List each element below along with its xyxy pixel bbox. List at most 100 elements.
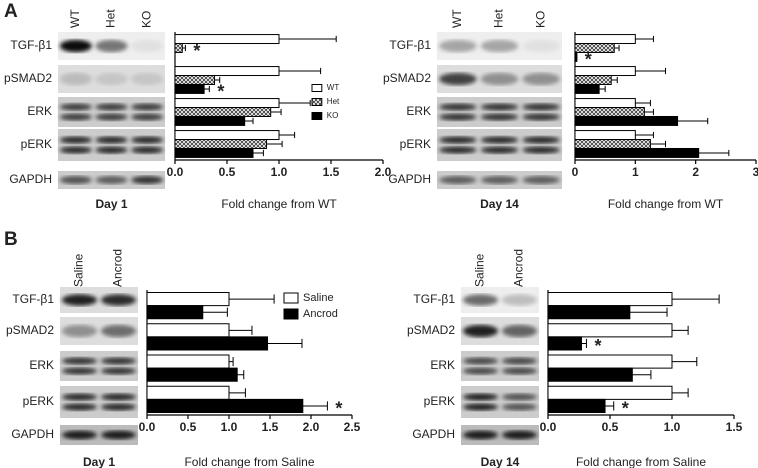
- blot-label: pSMAD2: [6, 323, 54, 337]
- error-bar: [270, 108, 282, 116]
- error-bar: [266, 140, 283, 148]
- blot-label: pERK: [424, 394, 455, 408]
- bar: [146, 305, 204, 320]
- blot: [461, 351, 539, 381]
- blot-band: [480, 72, 519, 86]
- blot-band: [439, 72, 477, 86]
- significance: *: [335, 399, 342, 419]
- blot-band: [59, 176, 92, 184]
- caption: Day 14: [481, 455, 520, 468]
- blot-band: [61, 324, 98, 338]
- blot-band: [439, 176, 477, 184]
- blot-label: GAPDH: [11, 427, 54, 441]
- blot-label: GAPDH: [412, 427, 455, 441]
- bar: [146, 367, 238, 382]
- bar: [547, 292, 673, 307]
- bar: [547, 398, 606, 413]
- blot-label: TGF-β1: [389, 38, 431, 52]
- error-bar: [635, 35, 654, 43]
- x-axis-label: Fold change from WT: [221, 197, 337, 211]
- blot-band: [462, 403, 499, 411]
- lane-label: Ancrod: [111, 249, 125, 287]
- bar: [547, 385, 673, 400]
- x-axis-label: Fold change from WT: [608, 197, 724, 211]
- x-axis-label: Fold change from Saline: [576, 455, 706, 468]
- blot-label: pSMAD2: [407, 323, 455, 337]
- blot-band: [480, 103, 519, 111]
- bar: [174, 98, 280, 109]
- bar: [174, 83, 205, 94]
- caption: Day 1: [83, 455, 115, 468]
- error-bar: [672, 388, 689, 398]
- x-tick-label: 0: [572, 165, 579, 179]
- blot-label: TGF-β1: [10, 38, 52, 52]
- x-tick-label: 2.0: [375, 165, 392, 179]
- error-bar: [204, 85, 210, 93]
- blot-band: [439, 103, 477, 111]
- blot-band: [100, 357, 137, 365]
- x-tick-label: 1: [632, 165, 639, 179]
- blot-band: [95, 113, 128, 121]
- lane-label: Saline: [72, 253, 86, 287]
- blot-band: [501, 367, 538, 375]
- blot-band: [462, 324, 499, 338]
- blot-band: [522, 39, 560, 53]
- error-bar: [629, 307, 668, 317]
- x-tick-label: 0.0: [540, 420, 557, 434]
- significance: *: [622, 399, 629, 419]
- error-bar: [229, 356, 234, 367]
- blot-band: [95, 39, 128, 53]
- x-tick-label: 2.5: [344, 420, 361, 434]
- legend-swatch: [283, 292, 299, 304]
- blot-band: [522, 136, 560, 144]
- bar: [174, 34, 280, 45]
- bar: [174, 66, 280, 77]
- blot-band: [59, 72, 92, 86]
- error-bar: [644, 108, 654, 116]
- blot: [60, 386, 138, 418]
- blot-band: [480, 39, 519, 53]
- blot-band: [131, 39, 164, 53]
- error-bar: [581, 338, 587, 349]
- error-bar: [698, 149, 730, 157]
- blot-band: [100, 403, 137, 411]
- blot-band: [462, 393, 499, 401]
- blot-band: [480, 136, 519, 144]
- error-bar: [253, 149, 264, 157]
- error-bar: [279, 99, 311, 107]
- blot-band: [95, 136, 128, 144]
- blot-band: [501, 294, 538, 306]
- x-tick-label: 3: [753, 165, 758, 179]
- bar: [574, 115, 679, 126]
- lane-label: Saline: [473, 253, 487, 287]
- legend-label: KO: [327, 111, 339, 120]
- blot-band: [100, 367, 137, 375]
- bar: [146, 336, 269, 351]
- error-bar: [229, 325, 253, 335]
- bar: [574, 139, 651, 149]
- blot-band: [61, 430, 98, 440]
- blot-band: [501, 403, 538, 411]
- significance: *: [217, 82, 224, 102]
- error-bar: [279, 35, 337, 43]
- error-bar: [672, 356, 698, 367]
- blot-band: [501, 357, 538, 365]
- legend-label: Het: [327, 97, 340, 106]
- blot: [461, 425, 539, 445]
- x-tick-label: 0.0: [139, 420, 156, 434]
- blot-label: pERK: [400, 137, 431, 151]
- error-bar: [632, 370, 652, 380]
- legend-label: Ancrod: [303, 308, 338, 320]
- x-tick-label: 0.5: [219, 165, 236, 179]
- error-bar: [605, 401, 615, 411]
- blot-band: [439, 136, 477, 144]
- blot: [58, 97, 165, 127]
- blot-label: GAPDH: [9, 172, 52, 186]
- bar: [574, 147, 700, 158]
- blot-label: pERK: [21, 137, 52, 151]
- blot-band: [131, 72, 164, 86]
- blot-band: [61, 367, 98, 375]
- x-tick-label: 0.0: [167, 165, 184, 179]
- x-tick-label: 0.5: [180, 420, 197, 434]
- error-bar: [202, 307, 228, 317]
